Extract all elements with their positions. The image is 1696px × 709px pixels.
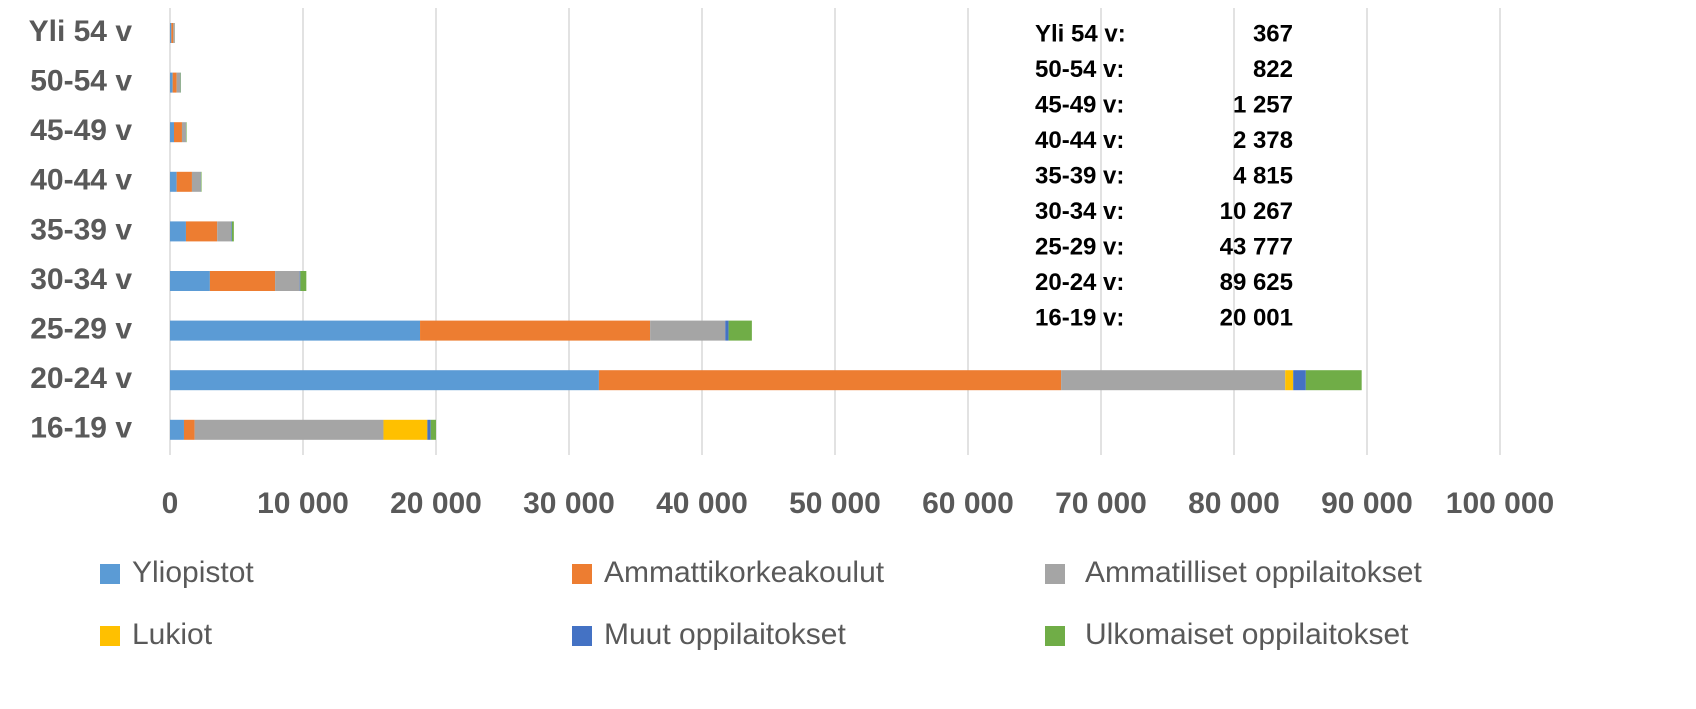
annotation-label: 45-49 v: bbox=[1035, 91, 1124, 118]
y-tick-label: 50-54 v bbox=[30, 65, 132, 98]
legend-label: Ammatilliset oppilaitokset bbox=[1085, 556, 1422, 589]
bar-segment bbox=[194, 419, 384, 440]
bar-segment bbox=[170, 271, 210, 291]
bar-segment bbox=[217, 221, 232, 242]
annotation-label: 50-54 v: bbox=[1035, 56, 1124, 83]
bar-segment bbox=[1061, 370, 1286, 391]
legend-swatch bbox=[100, 626, 120, 646]
y-tick-label: Yli 54 v bbox=[29, 15, 133, 48]
legend-label: Ammattikorkeakoulut bbox=[604, 556, 885, 589]
legend-label: Ulkomaiset oppilaitokset bbox=[1085, 618, 1409, 651]
annotation-label: 25-29 v: bbox=[1035, 233, 1124, 260]
bar-segment bbox=[300, 271, 307, 291]
bar-segment bbox=[170, 419, 184, 440]
bar-segment bbox=[172, 72, 177, 93]
bar-segment bbox=[1305, 370, 1362, 391]
bar-segment bbox=[383, 419, 428, 440]
annotation-value: 4 815 bbox=[1233, 162, 1293, 189]
annotation-value: 89 625 bbox=[1220, 269, 1293, 296]
y-tick-label: 35-39 v bbox=[30, 213, 132, 246]
y-tick-label: 25-29 v bbox=[30, 313, 132, 346]
annotation-label: 20-24 v: bbox=[1035, 269, 1124, 296]
bar-segment bbox=[170, 221, 186, 242]
bar-segment bbox=[598, 370, 1062, 391]
legend-swatch bbox=[1045, 626, 1065, 646]
legend-swatch bbox=[1045, 564, 1065, 584]
bar-segment bbox=[181, 122, 186, 143]
bar-segment bbox=[430, 419, 436, 440]
bar-segment bbox=[170, 23, 172, 43]
bar-segment bbox=[173, 23, 175, 43]
x-tick-label: 100 000 bbox=[1446, 487, 1554, 520]
bar-segment bbox=[183, 419, 195, 440]
bar-segment bbox=[185, 221, 218, 242]
bar-segment bbox=[420, 320, 651, 341]
bar-segment bbox=[231, 221, 232, 242]
annotation-label: 35-39 v: bbox=[1035, 162, 1124, 189]
bar-segment bbox=[275, 271, 300, 291]
bar-segment bbox=[171, 23, 174, 43]
legend-label: Yliopistot bbox=[132, 556, 254, 589]
legend-swatch bbox=[100, 564, 120, 584]
annotation-label: Yli 54 v: bbox=[1035, 20, 1126, 47]
annotation-value: 20 001 bbox=[1220, 304, 1293, 331]
bar-segment bbox=[170, 171, 177, 192]
annotation-value: 1 257 bbox=[1233, 91, 1293, 118]
bar-segment bbox=[170, 122, 174, 143]
bar-segment bbox=[170, 370, 599, 391]
x-tick-label: 80 000 bbox=[1188, 487, 1280, 520]
x-tick-label: 40 000 bbox=[656, 487, 748, 520]
bar-segment bbox=[1285, 370, 1294, 391]
bar-segment bbox=[170, 320, 421, 341]
bar-segment bbox=[231, 221, 234, 242]
bar-segment bbox=[176, 72, 181, 93]
annotation-value: 10 267 bbox=[1220, 198, 1293, 225]
annotation-value: 367 bbox=[1253, 20, 1293, 47]
y-tick-label: 30-34 v bbox=[30, 263, 132, 296]
annotation-value: 43 777 bbox=[1220, 233, 1293, 260]
y-tick-label: 16-19 v bbox=[30, 412, 132, 445]
x-tick-label: 60 000 bbox=[922, 487, 1014, 520]
bar-segment bbox=[200, 171, 202, 192]
bar-segment bbox=[173, 122, 182, 143]
x-tick-label: 70 000 bbox=[1055, 487, 1147, 520]
annotation-label: 40-44 v: bbox=[1035, 127, 1124, 154]
bar-segment bbox=[176, 171, 192, 192]
bar-segment bbox=[209, 271, 276, 291]
legend-swatch bbox=[572, 564, 592, 584]
bar-segment bbox=[299, 271, 301, 291]
bar-segment bbox=[170, 72, 173, 93]
bar-segment bbox=[1293, 370, 1306, 391]
x-tick-label: 0 bbox=[162, 487, 179, 520]
bar-segment bbox=[725, 320, 729, 341]
annotation-label: 30-34 v: bbox=[1035, 198, 1124, 225]
legend-label: Lukiot bbox=[132, 618, 213, 651]
legend-label: Muut oppilaitokset bbox=[604, 618, 846, 651]
bar-segment bbox=[728, 320, 752, 341]
annotation-value: 2 378 bbox=[1233, 127, 1293, 154]
y-tick-label: 45-49 v bbox=[30, 114, 132, 147]
y-tick-label: 40-44 v bbox=[30, 164, 132, 197]
bar-segment bbox=[427, 419, 431, 440]
annotation-value: 822 bbox=[1253, 56, 1293, 83]
annotation-label: 16-19 v: bbox=[1035, 304, 1124, 331]
x-tick-label: 90 000 bbox=[1321, 487, 1413, 520]
x-tick-label: 20 000 bbox=[390, 487, 482, 520]
legend-swatch bbox=[572, 626, 592, 646]
y-tick-label: 20-24 v bbox=[30, 362, 132, 395]
bar-segment bbox=[186, 122, 187, 143]
bar-segment bbox=[650, 320, 726, 341]
bar-segment bbox=[191, 171, 201, 192]
x-tick-label: 50 000 bbox=[789, 487, 881, 520]
x-tick-label: 10 000 bbox=[257, 487, 349, 520]
x-tick-label: 30 000 bbox=[523, 487, 615, 520]
